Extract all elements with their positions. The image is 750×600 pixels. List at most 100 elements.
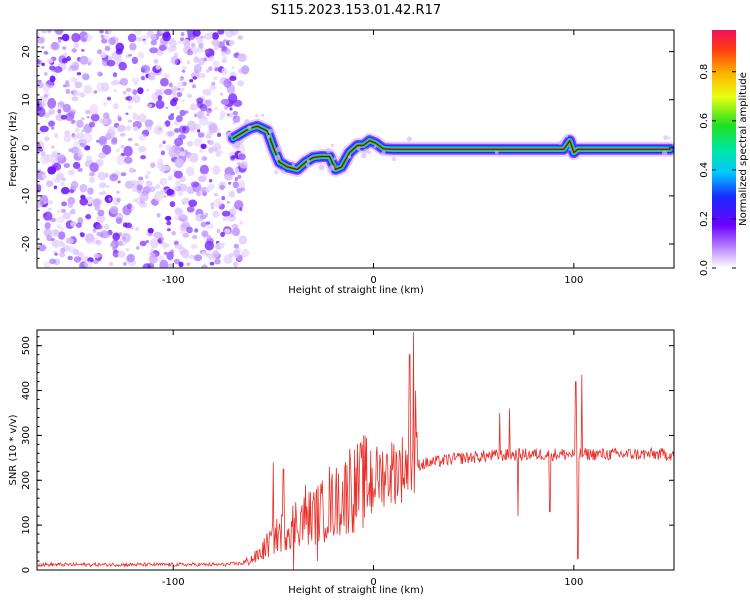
noise-speckle: [186, 93, 193, 99]
noise-speckle: [190, 42, 196, 48]
noise-speckle: [131, 77, 140, 83]
noise-speckle: [165, 106, 169, 110]
noise-speckle: [202, 173, 207, 179]
noise-speckle: [63, 187, 68, 192]
noise-speckle: [75, 222, 82, 228]
noise-speckle: [174, 128, 180, 133]
noise-speckle: [53, 177, 62, 183]
noise-speckle: [214, 258, 221, 265]
noise-speckle: [131, 56, 139, 65]
noise-speckle: [134, 143, 139, 147]
trace-speckle: [276, 146, 282, 152]
noise-speckle: [225, 48, 231, 55]
noise-speckle: [221, 67, 228, 76]
noise-speckle: [173, 170, 183, 179]
trace-speckle: [274, 170, 279, 175]
noise-speckle: [173, 146, 183, 154]
noise-speckle: [102, 232, 111, 239]
noise-speckle: [148, 103, 153, 108]
noise-speckle: [111, 137, 118, 144]
noise-speckle: [179, 151, 186, 157]
trace-speckle: [247, 125, 252, 130]
noise-speckle: [154, 191, 163, 202]
noise-speckle: [238, 180, 246, 189]
noise-speckle: [48, 200, 53, 205]
noise-speckle: [77, 252, 84, 258]
noise-speckle: [122, 205, 132, 216]
noise-speckle: [180, 37, 185, 42]
noise-speckle: [205, 69, 210, 73]
snr-y-label: SNR (10 * v/v): [8, 414, 19, 485]
trace-speckle: [367, 150, 371, 155]
noise-speckle: [107, 55, 113, 61]
trace-speckle: [373, 145, 377, 149]
noise-speckle: [212, 60, 220, 67]
noise-speckle-layer: [37, 30, 250, 268]
noise-speckle: [232, 115, 241, 123]
noise-speckle: [171, 90, 177, 96]
noise-speckle: [96, 214, 106, 224]
noise-speckle: [201, 264, 208, 268]
noise-speckle: [48, 120, 55, 127]
noise-speckle: [70, 221, 77, 227]
noise-speckle: [199, 35, 205, 40]
noise-speckle: [235, 253, 244, 261]
noise-speckle: [208, 66, 213, 71]
noise-speckle: [239, 160, 248, 169]
noise-speckle: [89, 172, 95, 177]
trace-speckle: [325, 147, 332, 154]
noise-speckle: [149, 47, 159, 54]
doppler-trace-band-6: [232, 125, 671, 170]
noise-speckle: [68, 169, 75, 176]
noise-speckle: [196, 191, 202, 197]
noise-speckle: [103, 101, 107, 106]
noise-speckle: [127, 105, 133, 110]
noise-speckle: [67, 197, 76, 205]
noise-speckle: [178, 125, 187, 134]
noise-speckle: [186, 226, 193, 234]
noise-speckle: [89, 104, 99, 115]
noise-speckle: [209, 85, 217, 91]
noise-speckle: [99, 254, 103, 258]
noise-speckle: [47, 97, 57, 109]
noise-speckle: [222, 56, 227, 60]
noise-speckle: [162, 31, 172, 42]
noise-speckle: [151, 34, 157, 40]
noise-speckle: [79, 55, 89, 65]
noise-speckle: [89, 121, 96, 128]
noise-speckle: [81, 129, 85, 133]
noise-speckle: [109, 206, 119, 215]
noise-speckle: [138, 51, 145, 59]
noise-speckle: [238, 68, 244, 74]
noise-speckle: [60, 247, 66, 253]
noise-speckle: [68, 246, 76, 254]
noise-speckle: [62, 212, 71, 220]
noise-speckle: [43, 136, 50, 142]
noise-speckle: [93, 253, 100, 259]
noise-speckle: [51, 69, 55, 73]
x-tick-label: -100: [162, 577, 185, 588]
noise-speckle: [54, 30, 64, 35]
noise-speckle: [210, 206, 215, 210]
noise-speckle: [108, 261, 114, 267]
noise-speckle: [37, 81, 44, 89]
noise-speckle: [142, 263, 152, 268]
noise-speckle: [213, 193, 219, 197]
noise-speckle: [168, 263, 173, 268]
noise-speckle: [145, 240, 149, 243]
noise-speckle: [112, 232, 120, 241]
noise-speckle: [161, 241, 167, 247]
noise-speckle: [92, 198, 101, 207]
noise-speckle: [138, 176, 144, 181]
noise-speckle: [222, 39, 228, 43]
noise-speckle: [145, 180, 153, 187]
noise-speckle: [168, 114, 175, 121]
noise-speckle: [153, 59, 159, 64]
noise-speckle: [53, 229, 59, 236]
noise-speckle: [80, 143, 87, 148]
noise-speckle: [104, 30, 109, 35]
noise-speckle: [230, 155, 236, 159]
noise-speckle: [149, 238, 159, 249]
noise-speckle: [67, 67, 72, 72]
noise-speckle: [207, 235, 212, 240]
